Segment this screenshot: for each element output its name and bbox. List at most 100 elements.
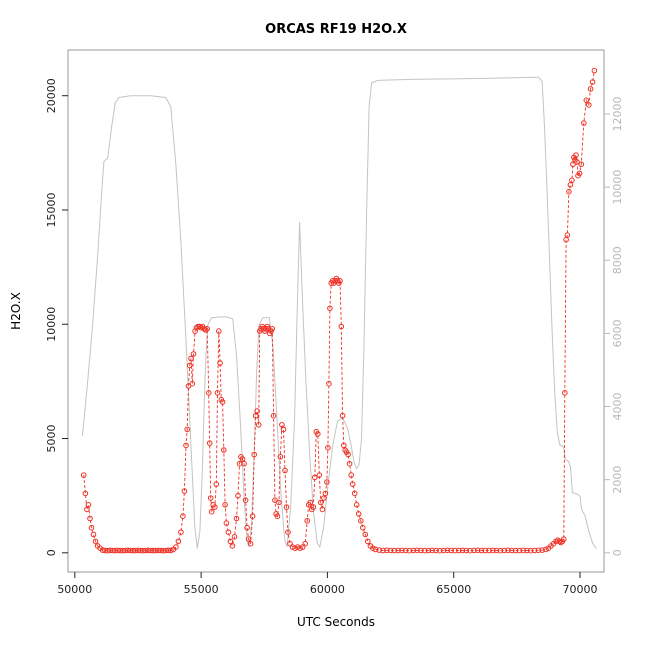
data-point <box>102 547 108 554</box>
data-point <box>583 97 590 104</box>
data-point <box>132 547 139 554</box>
data-point <box>229 543 236 549</box>
data-point <box>213 481 220 488</box>
y-left-axis-ticks: 0 5000 10000 15000 20000 <box>45 78 68 556</box>
data-point <box>399 547 405 554</box>
data-point <box>402 547 409 554</box>
data-point <box>302 540 309 547</box>
data-point <box>276 499 282 506</box>
data-point <box>520 547 527 554</box>
data-point <box>348 472 355 478</box>
svg-text:12000: 12000 <box>611 96 624 131</box>
data-point <box>85 502 92 508</box>
data-point <box>337 278 343 284</box>
data-point <box>130 547 136 554</box>
y-right-axis-ticks: 0 2000 4000 6000 8000 10000 12000 <box>604 96 624 556</box>
svg-text:15000: 15000 <box>45 192 58 227</box>
data-point <box>310 504 317 510</box>
data-point <box>198 324 204 331</box>
data-point <box>120 547 126 554</box>
data-point <box>425 547 432 554</box>
data-point <box>112 547 118 554</box>
data-point <box>576 170 583 177</box>
data-point <box>410 547 417 554</box>
data-point <box>282 467 288 474</box>
data-point <box>222 502 228 508</box>
data-point <box>478 547 485 554</box>
data-point <box>157 547 164 554</box>
data-point <box>227 538 234 545</box>
data-point <box>524 547 530 554</box>
data-point <box>493 547 500 554</box>
data-point <box>207 495 214 501</box>
data-point <box>88 524 95 531</box>
data-point <box>274 513 281 520</box>
data-point <box>223 520 230 526</box>
data-point <box>231 534 238 540</box>
svg-text:60000: 60000 <box>310 583 345 596</box>
data-point <box>474 547 481 554</box>
plot-box <box>67 49 605 573</box>
data-point <box>225 529 232 536</box>
data-point <box>304 518 311 524</box>
data-point <box>486 547 492 554</box>
data-point <box>217 360 223 366</box>
data-point <box>206 440 213 446</box>
data-point <box>221 447 227 453</box>
data-point <box>82 490 89 497</box>
data-point <box>360 524 366 531</box>
data-point <box>307 499 314 506</box>
data-point <box>501 547 508 554</box>
data-point <box>327 305 333 312</box>
data-point <box>456 547 462 554</box>
data-point <box>349 481 356 488</box>
data-point <box>387 547 394 554</box>
data-point <box>283 504 290 510</box>
gray-line-series <box>81 76 597 549</box>
data-point <box>219 399 226 405</box>
data-point <box>277 454 284 460</box>
data-point <box>372 546 379 553</box>
data-point <box>338 323 345 330</box>
data-point <box>566 188 572 195</box>
svg-text:6000: 6000 <box>611 319 624 347</box>
svg-text:70000: 70000 <box>563 583 598 596</box>
data-point <box>362 531 369 538</box>
data-point <box>189 380 196 387</box>
data-point <box>380 547 386 554</box>
data-point <box>212 504 218 510</box>
svg-text:50000: 50000 <box>57 583 92 596</box>
data-point <box>365 538 371 545</box>
x-axis-label: UTC Seconds <box>296 615 376 629</box>
data-point <box>319 506 326 513</box>
data-point <box>452 547 458 554</box>
data-point <box>448 547 455 554</box>
svg-text:65000: 65000 <box>436 583 471 596</box>
data-point <box>384 547 390 554</box>
data-point <box>196 323 203 330</box>
svg-text:10000: 10000 <box>611 170 624 205</box>
data-point <box>208 508 215 515</box>
data-point <box>355 511 362 517</box>
data-point <box>216 328 222 334</box>
data-point <box>395 547 401 554</box>
svg-text:0: 0 <box>45 549 58 556</box>
data-point <box>242 497 249 504</box>
data-point <box>214 390 221 396</box>
data-point <box>285 529 291 536</box>
data-point <box>190 351 197 357</box>
data-point <box>421 547 428 554</box>
data-point <box>322 490 329 497</box>
data-point <box>471 547 477 554</box>
data-point <box>586 102 592 108</box>
data-point <box>181 488 188 494</box>
data-point <box>562 390 568 396</box>
data-point <box>315 431 321 437</box>
chart-title: ORCAS RF19 H2O.X <box>265 22 407 37</box>
data-point <box>326 380 332 387</box>
data-point <box>280 426 287 433</box>
data-point <box>109 547 116 554</box>
data-point <box>279 422 285 428</box>
data-point <box>142 547 149 554</box>
data-point <box>140 547 146 554</box>
